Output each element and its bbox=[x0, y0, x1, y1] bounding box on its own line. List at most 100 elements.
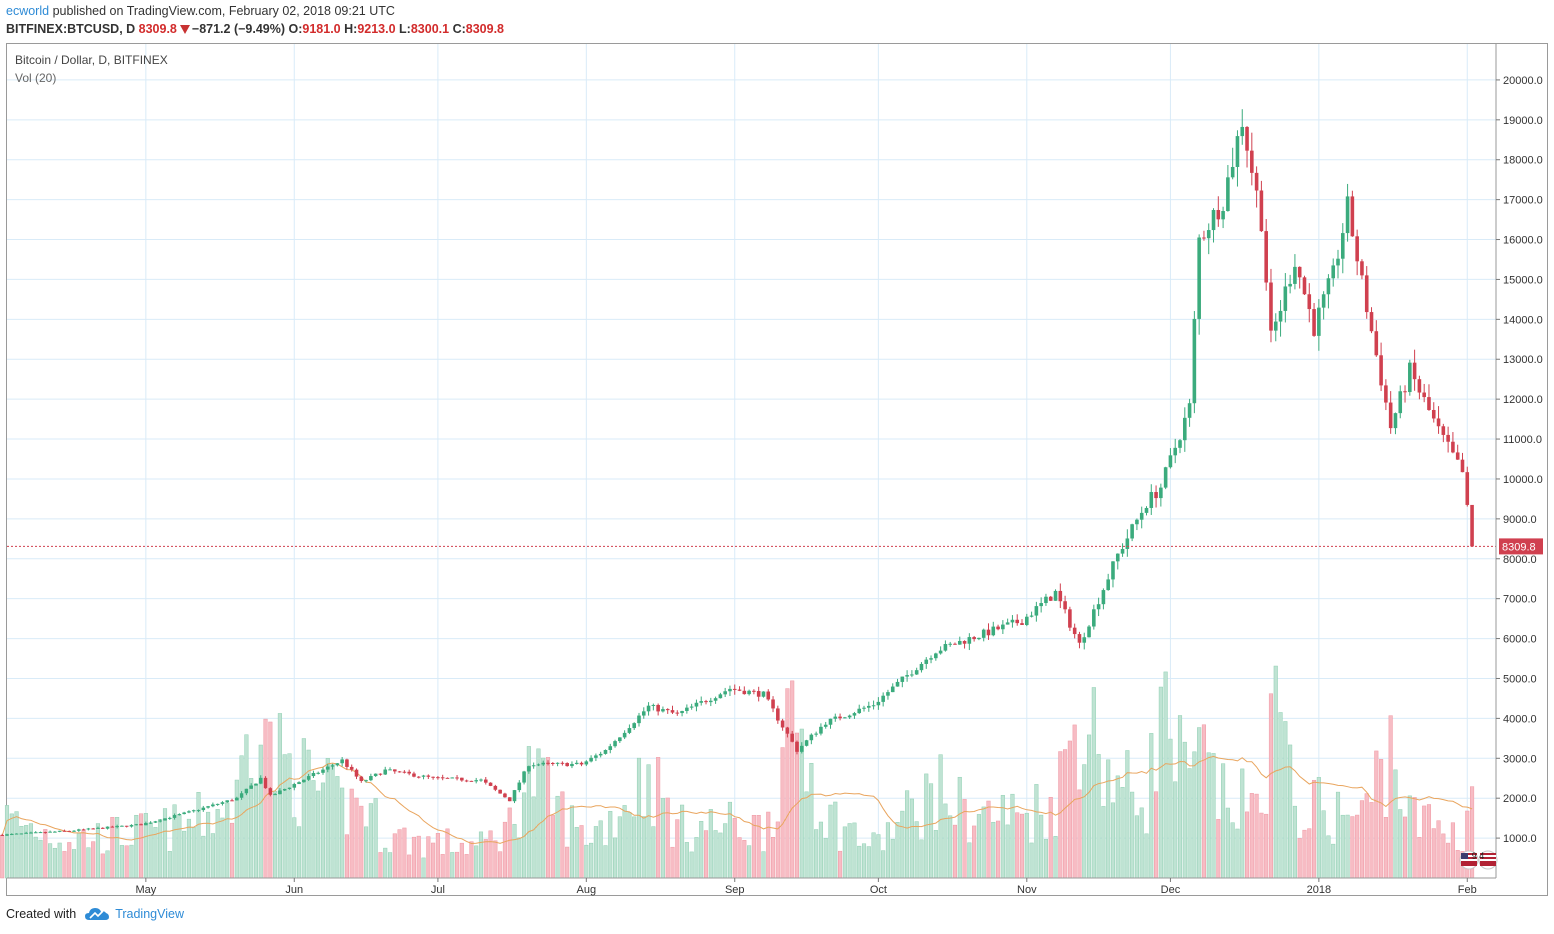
candle-body bbox=[646, 705, 651, 712]
candle-body bbox=[321, 769, 325, 773]
volume-bar bbox=[1278, 712, 1283, 879]
candle-body bbox=[493, 785, 498, 790]
candle-body bbox=[838, 716, 842, 719]
volume-bar bbox=[81, 830, 86, 879]
candle bbox=[962, 640, 967, 649]
volume-bar bbox=[660, 798, 665, 879]
candle bbox=[512, 789, 517, 804]
candle-body bbox=[196, 810, 201, 812]
candle bbox=[1034, 601, 1039, 622]
candle bbox=[144, 821, 148, 826]
volume-bar bbox=[474, 845, 479, 879]
volume-bar bbox=[550, 814, 555, 879]
candle-body bbox=[1144, 507, 1149, 513]
volume-bar bbox=[1163, 671, 1168, 879]
candle bbox=[1025, 613, 1029, 627]
candle-body bbox=[876, 701, 881, 706]
volume-bar bbox=[1086, 734, 1092, 879]
candle-body bbox=[536, 764, 541, 766]
candle-body bbox=[120, 825, 124, 827]
candle-body bbox=[1130, 524, 1134, 539]
candle bbox=[436, 775, 440, 780]
candle-body bbox=[1408, 362, 1412, 393]
candle-body bbox=[239, 793, 244, 798]
candle bbox=[273, 793, 277, 796]
candle-body bbox=[182, 812, 186, 815]
volume-bar bbox=[876, 834, 881, 879]
volume-bar bbox=[1096, 754, 1101, 879]
candle-body bbox=[1087, 626, 1091, 638]
candle-body bbox=[124, 825, 129, 827]
candle bbox=[828, 718, 833, 729]
candle bbox=[756, 686, 761, 702]
volume-bar bbox=[229, 822, 235, 879]
tradingview-link[interactable]: TradingView bbox=[115, 907, 184, 921]
volume-bar bbox=[1340, 814, 1345, 879]
candle bbox=[1417, 375, 1422, 400]
candle bbox=[249, 783, 253, 789]
candle-body bbox=[440, 777, 445, 779]
chart-symbol-title: Bitcoin / Dollar, D, BITFINEX bbox=[15, 53, 168, 67]
candle-body bbox=[795, 741, 799, 752]
volume-bar bbox=[905, 790, 910, 879]
candle bbox=[1374, 320, 1379, 357]
candle-body bbox=[790, 733, 794, 742]
candle-body bbox=[1379, 355, 1383, 386]
price-tick-label: 16000.0 bbox=[1503, 235, 1543, 247]
candle-body bbox=[1077, 634, 1082, 643]
volume-bar bbox=[881, 850, 886, 879]
candle-body bbox=[1398, 391, 1403, 414]
candle-body bbox=[531, 765, 536, 767]
candle bbox=[613, 739, 617, 748]
candle bbox=[450, 777, 455, 779]
volume-bar bbox=[598, 820, 603, 879]
candle bbox=[1192, 311, 1197, 414]
volume-bar bbox=[967, 842, 972, 879]
candle bbox=[814, 731, 818, 737]
volume-bar bbox=[124, 845, 129, 879]
volume-bar bbox=[675, 819, 680, 879]
candle-body bbox=[134, 824, 139, 826]
candle bbox=[182, 811, 186, 815]
candle bbox=[1278, 300, 1283, 337]
candle-body bbox=[1369, 312, 1374, 332]
volume-bar bbox=[933, 830, 938, 879]
volume-bar bbox=[818, 821, 823, 879]
candle bbox=[503, 792, 507, 798]
chart-panel[interactable] bbox=[6, 43, 1548, 896]
candle bbox=[1115, 553, 1120, 570]
candle bbox=[665, 708, 670, 714]
candle-body bbox=[761, 691, 766, 697]
candle-body bbox=[191, 810, 196, 812]
author-link[interactable]: ecworld bbox=[6, 4, 50, 18]
candle-body bbox=[584, 761, 589, 765]
volume-bar bbox=[201, 835, 206, 879]
volume-bar bbox=[191, 827, 196, 879]
volume-bar bbox=[1110, 802, 1116, 879]
candle bbox=[1044, 593, 1048, 606]
candle bbox=[1379, 342, 1383, 392]
candle bbox=[752, 689, 756, 695]
candle bbox=[1384, 379, 1388, 411]
candle bbox=[1326, 274, 1331, 309]
time-tick-label: May bbox=[135, 884, 156, 896]
candle-body bbox=[1120, 548, 1125, 554]
price-chart[interactable]: 1000.0 2000.0 3000.0 4000.0 5000.0 6000.0 7000… bbox=[0, 0, 1554, 900]
candle-body bbox=[158, 820, 163, 822]
volume-bar bbox=[1139, 807, 1144, 879]
volume-bar bbox=[1158, 686, 1163, 879]
candle bbox=[1221, 206, 1225, 229]
volume-bar bbox=[895, 822, 900, 879]
candle-body bbox=[943, 644, 948, 651]
candle bbox=[1331, 258, 1336, 287]
volume-bar bbox=[531, 796, 536, 879]
candle-body bbox=[1436, 418, 1441, 427]
candle bbox=[1187, 398, 1192, 427]
candle-body bbox=[881, 695, 885, 702]
candle bbox=[1403, 385, 1407, 403]
candle bbox=[934, 652, 938, 661]
candle-body bbox=[1422, 392, 1426, 398]
price-tick-label: 14000.0 bbox=[1503, 314, 1543, 326]
candle-body bbox=[177, 814, 182, 816]
candle bbox=[838, 713, 842, 721]
